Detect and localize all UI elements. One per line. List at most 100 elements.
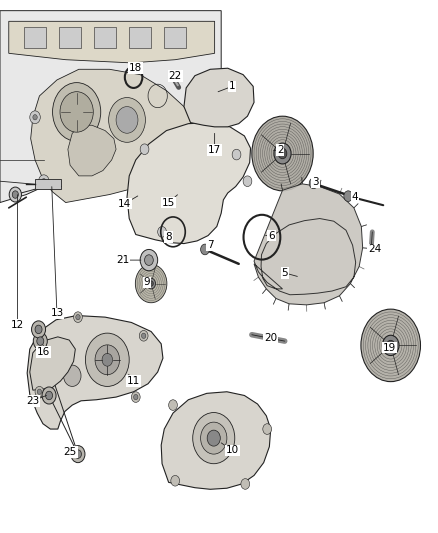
Text: 1: 1 (229, 82, 236, 91)
Polygon shape (161, 392, 271, 489)
Circle shape (30, 111, 40, 124)
Text: 18: 18 (129, 63, 142, 73)
Circle shape (135, 264, 167, 303)
Bar (35, 179, 61, 189)
Bar (129, 27, 151, 48)
Circle shape (134, 394, 138, 400)
Circle shape (53, 83, 101, 141)
Polygon shape (27, 316, 163, 429)
Circle shape (309, 178, 318, 189)
Text: 2: 2 (277, 146, 284, 155)
Circle shape (9, 187, 21, 202)
Circle shape (201, 422, 227, 454)
Polygon shape (167, 162, 209, 213)
Polygon shape (0, 11, 221, 203)
Text: 16: 16 (37, 347, 50, 357)
Circle shape (46, 391, 53, 400)
Text: 12: 12 (11, 320, 24, 330)
Circle shape (33, 333, 47, 350)
Circle shape (278, 148, 287, 159)
Circle shape (64, 365, 81, 386)
Circle shape (76, 314, 80, 320)
Circle shape (109, 98, 145, 142)
Polygon shape (31, 69, 201, 203)
Circle shape (39, 175, 49, 188)
Circle shape (42, 179, 46, 184)
Circle shape (152, 175, 163, 188)
Text: 20: 20 (264, 334, 277, 343)
Circle shape (158, 227, 166, 237)
Circle shape (361, 309, 420, 382)
Text: 21: 21 (116, 255, 129, 265)
Circle shape (60, 92, 93, 132)
Circle shape (141, 333, 146, 338)
Circle shape (252, 116, 313, 191)
Text: 5: 5 (281, 268, 288, 278)
Circle shape (140, 144, 149, 155)
Circle shape (243, 176, 252, 187)
Text: 19: 19 (383, 343, 396, 352)
Circle shape (185, 184, 191, 191)
Text: 13: 13 (50, 309, 64, 318)
Circle shape (201, 244, 209, 255)
Circle shape (169, 400, 177, 410)
Polygon shape (9, 21, 215, 63)
Circle shape (35, 325, 42, 334)
Polygon shape (184, 68, 254, 127)
Circle shape (71, 446, 85, 463)
Circle shape (74, 450, 81, 458)
Circle shape (139, 330, 148, 341)
Circle shape (74, 312, 82, 322)
Circle shape (182, 180, 195, 196)
Circle shape (179, 138, 189, 150)
Text: 23: 23 (26, 396, 39, 406)
Circle shape (241, 479, 250, 489)
Circle shape (116, 107, 138, 133)
Circle shape (211, 87, 225, 104)
Bar (164, 27, 186, 48)
Circle shape (232, 149, 241, 160)
Text: 10: 10 (226, 446, 239, 455)
Bar (59, 27, 81, 48)
Polygon shape (197, 70, 239, 122)
Circle shape (182, 141, 186, 147)
Circle shape (215, 92, 221, 100)
Text: 3: 3 (312, 177, 319, 187)
Circle shape (37, 389, 42, 394)
Bar (24, 27, 46, 48)
Text: 24: 24 (368, 245, 381, 254)
Text: 6: 6 (268, 231, 275, 240)
Text: 11: 11 (127, 376, 140, 386)
Text: 7: 7 (207, 240, 214, 250)
Circle shape (12, 191, 18, 198)
Circle shape (102, 353, 113, 366)
Polygon shape (254, 184, 363, 305)
Circle shape (193, 413, 235, 464)
Circle shape (155, 179, 160, 184)
Circle shape (35, 386, 44, 397)
Bar (94, 27, 116, 48)
Text: 15: 15 (162, 198, 175, 207)
Circle shape (145, 192, 149, 197)
Circle shape (141, 188, 152, 201)
Circle shape (145, 255, 153, 265)
Circle shape (85, 333, 129, 386)
Polygon shape (68, 125, 116, 176)
Circle shape (263, 424, 272, 434)
Circle shape (140, 249, 158, 271)
Circle shape (274, 143, 291, 164)
Circle shape (95, 345, 120, 375)
Circle shape (131, 392, 140, 402)
Text: 8: 8 (165, 232, 172, 242)
Circle shape (32, 321, 46, 338)
Circle shape (386, 340, 395, 351)
Polygon shape (30, 337, 75, 390)
Circle shape (344, 191, 353, 201)
Circle shape (382, 335, 399, 356)
Circle shape (147, 278, 155, 289)
Circle shape (171, 475, 180, 486)
Circle shape (42, 387, 56, 404)
Text: 9: 9 (143, 278, 150, 287)
Polygon shape (130, 174, 163, 215)
Polygon shape (127, 123, 251, 244)
